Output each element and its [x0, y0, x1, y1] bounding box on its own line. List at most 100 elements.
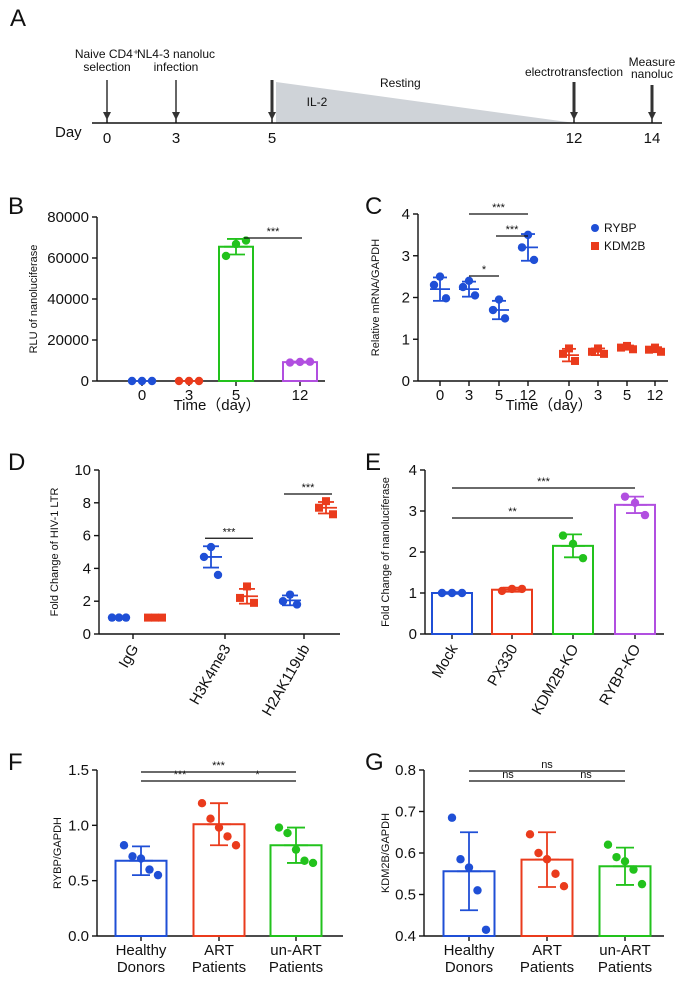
timeline-arrowhead-day0	[103, 112, 111, 120]
data-point	[594, 344, 602, 353]
data-point	[558, 531, 568, 540]
y-tick-label: 2	[83, 593, 91, 610]
data-point	[437, 588, 447, 598]
x-tick-label: 12	[520, 387, 537, 404]
data-point	[184, 376, 194, 386]
timeline-event-label-day12: electrotransfection	[525, 65, 623, 79]
data-point	[197, 799, 207, 808]
y-tick-label: 20000	[47, 332, 89, 349]
y-tick-label: 1	[402, 331, 410, 348]
x-tick-label: 3	[465, 387, 473, 404]
timeline-arrowhead-day3	[172, 112, 180, 120]
data-point	[464, 863, 474, 872]
significance-label: ns	[502, 769, 514, 781]
timeline-event-label-day0: selection	[83, 60, 130, 74]
data-point	[153, 870, 163, 880]
x-tick-label: 5	[232, 387, 240, 404]
data-point	[151, 613, 159, 622]
data-point	[236, 593, 244, 602]
x-tick-label: 12	[292, 387, 309, 404]
panel-a-timeline: A Resting Day 0 3 5 12 14 Naive CD4⁺selectio…	[10, 5, 676, 147]
significance-label: ns	[580, 769, 592, 781]
x-tick-label: 3	[594, 387, 602, 404]
data-point	[620, 857, 630, 866]
significance-label: ***	[267, 226, 281, 238]
data-point	[292, 600, 302, 609]
data-point	[657, 347, 665, 356]
legend-label: KDM2B	[604, 239, 645, 253]
data-point	[114, 613, 124, 622]
x-tick-label: 5	[495, 387, 503, 404]
x-tick-label: 12	[647, 387, 664, 404]
y-tick-label: 3	[409, 503, 417, 520]
data-point	[329, 510, 337, 519]
data-point	[274, 823, 284, 832]
timeline-day-12: 12	[566, 130, 583, 147]
significance-label: ***	[223, 526, 237, 538]
data-point	[127, 376, 137, 386]
timeline-day-0: 0	[103, 130, 111, 147]
y-tick-label: 2	[409, 544, 417, 561]
timeline-arrowhead-day5	[268, 112, 276, 120]
y-axis-label: RLU of nanoluciferase	[28, 245, 40, 354]
y-tick-label: 0.4	[395, 928, 416, 945]
x-tick-label: Healthy Donors	[116, 942, 167, 976]
y-tick-label: 0.5	[68, 873, 89, 890]
data-point	[278, 597, 288, 606]
data-point	[640, 510, 650, 520]
y-tick-label: 0	[81, 373, 89, 390]
significance-label: ***	[537, 476, 551, 488]
data-point	[588, 347, 596, 356]
x-tick-label: un-ART Patients	[598, 942, 652, 976]
data-point	[494, 295, 504, 304]
data-point	[295, 357, 305, 367]
x-tick-label: 3	[185, 387, 193, 404]
y-tick-label: 1.0	[68, 817, 89, 834]
data-point	[194, 376, 204, 386]
data-point	[517, 243, 527, 252]
x-tick-label-line: ART	[532, 942, 562, 959]
data-point	[464, 276, 474, 285]
il2-resting-wedge	[276, 82, 575, 123]
y-tick-label: 0.7	[395, 804, 416, 821]
data-point	[534, 848, 543, 858]
data-point	[603, 840, 613, 849]
panel-letter: B	[8, 193, 24, 220]
data-point	[128, 852, 137, 861]
data-point	[559, 882, 569, 891]
data-point	[315, 503, 323, 512]
significance-label: ***	[212, 760, 226, 772]
significance-label: *	[482, 264, 487, 276]
panel-letter: C	[365, 193, 382, 220]
y-tick-label: 4	[402, 206, 410, 223]
data-point	[629, 345, 637, 354]
data-point	[243, 582, 251, 591]
data-point	[206, 814, 215, 823]
x-tick-label: 0	[436, 387, 444, 404]
y-tick-label: 4	[409, 462, 417, 479]
bar	[218, 245, 254, 382]
timeline-event-label-day5: IL-2	[307, 95, 328, 109]
data-point	[283, 828, 292, 838]
timeline-arrowhead-day14	[648, 112, 656, 120]
x-tick-label-line: Patients	[269, 959, 323, 976]
y-tick-label: 0.0	[68, 928, 89, 945]
data-point	[623, 341, 631, 350]
data-point	[441, 294, 451, 303]
panel-g-chart: G 0.4 0.5 0.6 0.7 0.8 KDM2B/GAPDH Healthy Donors…	[365, 749, 664, 976]
data-point	[174, 376, 184, 386]
data-point	[529, 255, 539, 265]
data-point	[213, 570, 223, 580]
data-point	[600, 349, 608, 358]
data-point	[523, 230, 533, 240]
x-tick-label: 0	[138, 387, 146, 404]
x-tick-label: un-ART Patients	[269, 942, 323, 976]
timeline-events: Naive CD4⁺selection NL4-3 nanolucinfectio…	[75, 47, 676, 120]
data-point	[285, 358, 295, 367]
data-point	[551, 869, 560, 878]
timeline-event-label-day14: Measure	[629, 55, 676, 69]
y-tick-label: 8	[83, 495, 91, 512]
significance-label: *	[255, 769, 260, 781]
timeline-day-5: 5	[268, 130, 276, 147]
